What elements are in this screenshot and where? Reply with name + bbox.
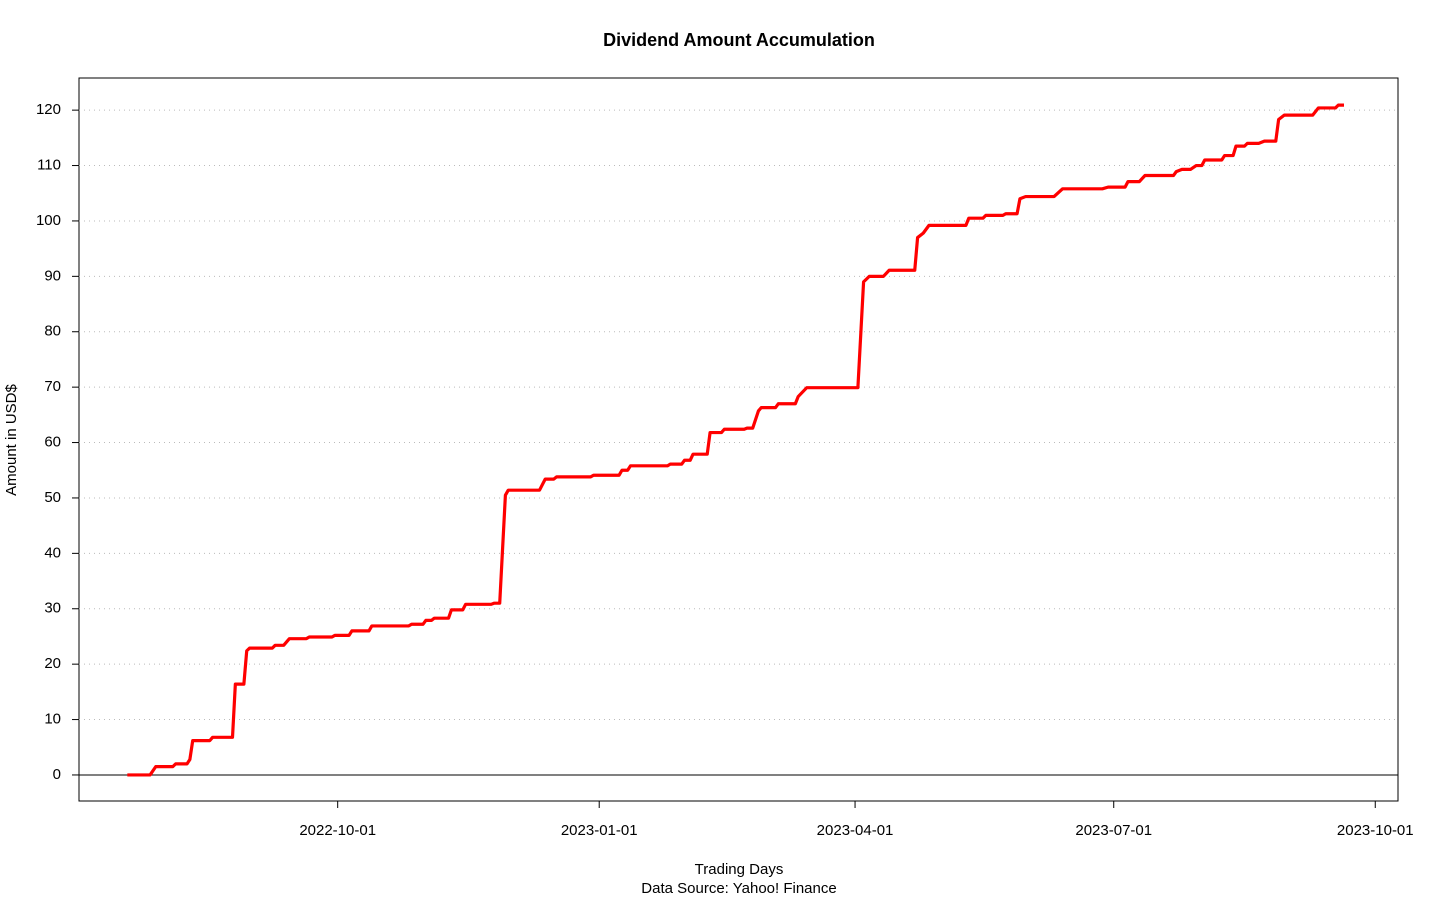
y-tick-label: 100 [36,212,61,229]
x-tick-label: 2023-10-01 [1337,822,1414,839]
y-tick-label: 40 [44,544,61,561]
y-tick-label: 70 [44,378,61,395]
y-tick-label: 10 [44,711,61,728]
chart-title: Dividend Amount Accumulation [603,30,875,50]
y-tick-label: 120 [36,101,61,118]
data-line [127,103,1344,777]
y-tick-label: 80 [44,323,61,340]
y-tick-label: 0 [53,766,61,783]
x-tick-label: 2023-07-01 [1075,822,1152,839]
y-tick-label: 110 [37,157,61,174]
x-tick-label: 2022-10-01 [299,822,376,839]
x-axis-label: Trading Days [695,861,784,878]
y-tick-label: 90 [44,267,61,284]
caption: Data Source: Yahoo! Finance [641,880,836,897]
y-tick-label: 30 [44,600,61,617]
y-axis-label: Amount in USD$ [3,383,20,495]
x-tick-label: 2023-01-01 [561,822,638,839]
y-tick-label: 50 [44,489,61,506]
plot-frame [78,77,1399,802]
y-tick-label: 60 [44,434,61,451]
x-tick-label: 2023-04-01 [817,822,894,839]
y-tick-label: 20 [44,655,61,672]
